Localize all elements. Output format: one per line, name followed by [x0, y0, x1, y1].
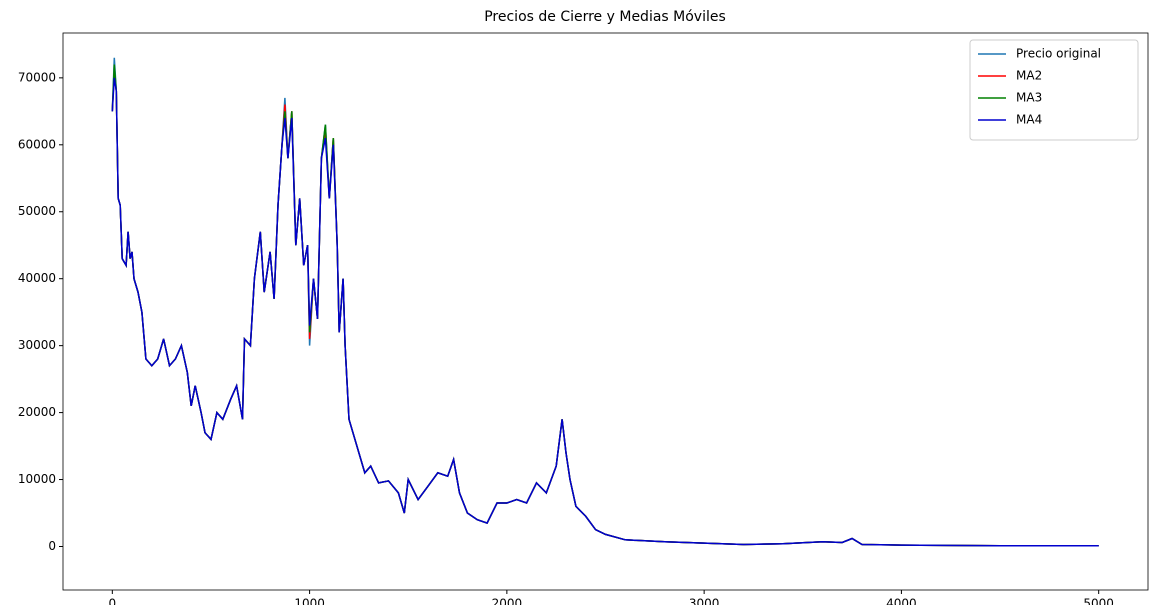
series-line	[111, 57, 1099, 547]
y-tick-label: 60000	[18, 137, 56, 151]
y-tick-label: 50000	[18, 204, 56, 218]
legend-box	[969, 39, 1139, 141]
y-tick-label: 0	[48, 539, 56, 553]
legend-label: MA2	[1016, 69, 1042, 83]
series-line	[111, 64, 1099, 547]
chart-title: Precios de Cierre y Medias Móviles	[484, 9, 726, 25]
y-tick-label: 30000	[18, 338, 56, 352]
series-line	[111, 71, 1099, 547]
legend-label: MA3	[1016, 91, 1042, 105]
x-tick-label: 2000	[492, 597, 523, 606]
legend-label: MA4	[1016, 113, 1042, 127]
y-tick-label: 70000	[18, 70, 56, 84]
y-tick-label: 40000	[18, 271, 56, 285]
x-tick-label: 3000	[689, 597, 720, 606]
y-tick-label: 10000	[18, 472, 56, 486]
y-tick-label: 20000	[18, 405, 56, 419]
plot-frame	[62, 32, 1149, 591]
legend-label: Precio original	[1016, 47, 1101, 61]
x-tick-label: 1000	[294, 597, 325, 606]
series-line	[111, 77, 1099, 547]
x-tick-label: 4000	[886, 597, 917, 606]
x-tick-label: 5000	[1083, 597, 1114, 606]
x-tick-label: 0	[108, 597, 116, 606]
